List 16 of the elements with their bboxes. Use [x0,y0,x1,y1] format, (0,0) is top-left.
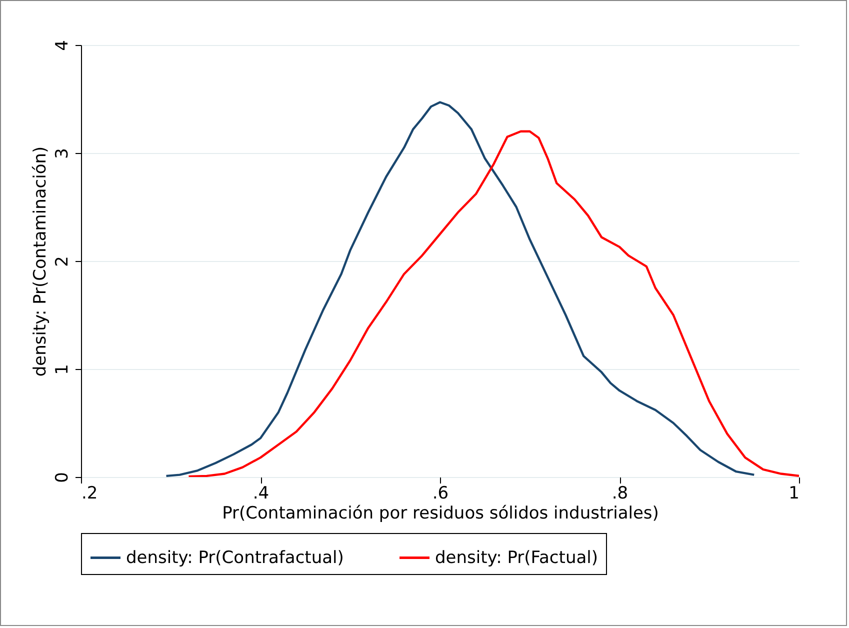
x-tick-label: .4 [252,484,270,504]
y-tick-label: 1 [52,364,72,375]
legend-label: density: Pr(Contrafactual) [126,548,344,568]
y-axis-title: density: Pr(Contaminación) [30,146,50,377]
line-series [188,130,799,477]
x-tick-label: .8 [612,484,628,504]
legend-label: density: Pr(Factual) [435,548,598,568]
line-series [165,101,756,477]
x-tick-label: 1 [788,484,800,504]
y-tick-label: 2 [52,256,72,267]
x-tick-label: .6 [432,484,449,504]
y-tick-label: 3 [52,148,72,159]
x-axis-title: Pr(Contaminación por residuos sólidos industriales) [222,504,659,524]
y-tick-label: 0 [52,472,72,483]
y-tick-label: 4 [52,40,72,51]
x-tick-label: .2 [82,484,98,504]
